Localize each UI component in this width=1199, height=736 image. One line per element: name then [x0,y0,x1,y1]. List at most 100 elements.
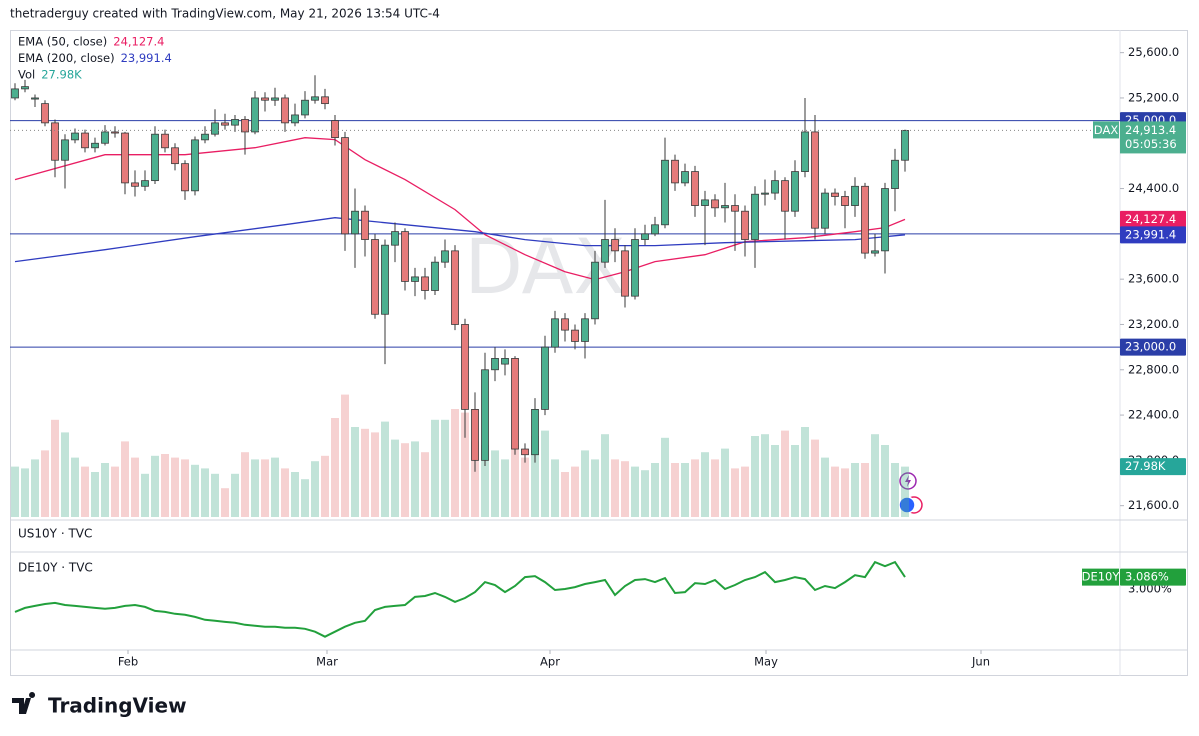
candle-body [331,120,339,138]
candle-body [701,199,709,206]
volume-bar [551,459,559,517]
volume-bar [651,463,659,517]
volume-bar [721,448,729,517]
volume-bar [531,436,539,517]
y-tick-label: 25,200.0 [1128,90,1179,104]
candle-body [41,103,49,124]
candle-body [11,88,19,99]
chart-frame [10,30,1188,676]
volume-bar [421,452,429,517]
legend-value: 23,991.4 [121,51,172,65]
level-label-box [1120,338,1186,356]
ema-label-box [1120,210,1186,228]
volume-bar [831,466,839,517]
volume-bar [51,419,59,517]
logo: TradingView [12,692,187,718]
credit: thetraderguy created with TradingView.co… [10,7,440,21]
candle-body [151,133,159,182]
x-tick-label: Feb [118,655,138,669]
volume-label-box [1120,458,1186,476]
candle-body [751,193,759,240]
yield-label: 3.086% [1125,570,1169,584]
volume-bar [901,466,909,517]
volume-bar [411,441,419,517]
candle-body [851,185,859,206]
candle-body [361,210,369,240]
pane-title: DE10Y · TVC [18,561,93,575]
volume-bar [81,466,89,517]
candle-body [501,358,509,365]
volume-bar [401,443,409,517]
legend-name: EMA (200, close) [18,51,115,65]
icon[interactable] [898,496,916,514]
candle-body [61,139,69,161]
volume-bar [371,432,379,517]
legend-name: EMA (50, close) [18,35,107,49]
candle-body [601,239,609,263]
volume-bar [331,418,339,517]
candle-body [371,239,379,315]
candle-body [671,159,679,184]
last-price-box [1120,121,1186,154]
volume-bar [91,472,99,517]
volume-bar [491,450,499,517]
candle-body [801,131,809,172]
volume-bar [871,434,879,517]
volume-bar [521,457,529,517]
candle-body [251,97,259,133]
candle-body [661,159,669,226]
volume-bar [221,488,229,517]
volume-bar [621,461,629,517]
volume-bar [541,430,549,517]
watermark: DAX [464,222,625,311]
volume-bar [511,445,519,517]
candle-body [241,119,249,133]
candle-body [781,180,789,212]
volume-bar [351,427,359,517]
candle-body [421,276,429,291]
yield-line [14,560,906,638]
candle-body [641,233,649,240]
volume-bar [111,466,119,517]
volume-bar [381,421,389,517]
candle-body [631,239,639,297]
candle-body [651,224,659,235]
volume-bar [701,452,709,517]
volume-bar [311,461,319,517]
volume-bar [851,463,859,517]
candle-body [741,210,749,240]
candle-body [301,99,309,116]
y-tick-label: 22,800.0 [1128,362,1179,376]
candle-body [171,147,179,165]
volume-bar [791,445,799,517]
volume-bar [601,434,609,517]
x-tick-label: May [754,655,778,669]
y-tick-label: 23,600.0 [1128,272,1179,286]
volume-bar [561,472,569,517]
candle-body [111,131,119,134]
x-tick-label: Jun [971,655,990,669]
ema-label: 24,127.4 [1125,212,1176,226]
volume-bar [391,439,399,517]
logo-mark [12,692,36,714]
candle-body [551,318,559,348]
x-tick-label: Apr [540,655,560,669]
volume-bar [641,470,649,517]
candle-body [321,96,329,105]
candle-body [731,205,739,212]
y-tick-label: 22,400.0 [1128,408,1179,422]
candle-body [761,192,769,195]
volume-bar [611,459,619,517]
volume-bar [191,464,199,517]
countdown: 05:05:36 [1125,137,1177,151]
volume-bar [341,394,349,517]
candle-body [511,358,519,450]
volume-bar [501,459,509,517]
volume-bar [691,459,699,517]
volume-bar [21,468,29,517]
volume-bar [771,445,779,517]
volume-bar [161,454,169,517]
volume-bar [61,432,69,517]
candle-body [131,182,139,187]
